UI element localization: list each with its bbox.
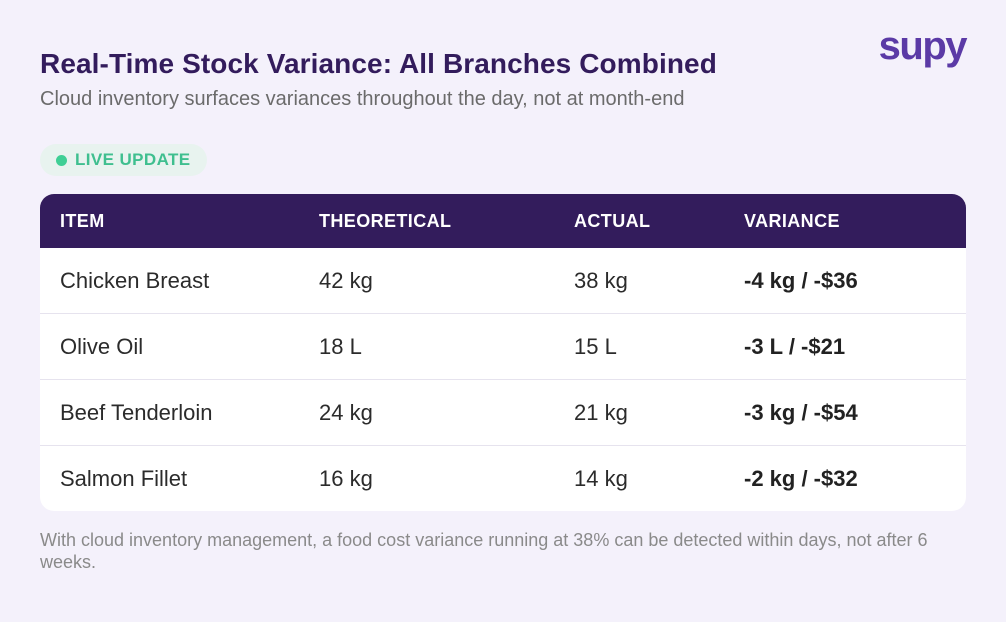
live-update-label: LIVE UPDATE	[75, 150, 191, 169]
theoretical-cell: 24 kg	[319, 399, 373, 425]
theoretical-cell: 16 kg	[319, 465, 373, 491]
footnote: With cloud inventory management, a food …	[40, 530, 928, 572]
theoretical-cell: 18 L	[319, 333, 362, 359]
item-cell: Salmon Fillet	[60, 465, 188, 491]
table-row: Olive Oil 18 L 15 L -3 L / -$21	[40, 313, 966, 379]
column-header-theoretical: THEORETICAL	[319, 210, 452, 231]
table-row: Beef Tenderloin 24 kg 21 kg -3 kg / -$54	[40, 379, 966, 445]
page-subtitle: Cloud inventory surfaces variances throu…	[40, 88, 685, 110]
table-header: ITEM THEORETICAL ACTUAL VARIANCE	[40, 194, 966, 248]
column-header-variance: VARIANCE	[744, 210, 840, 231]
column-header-item: ITEM	[60, 210, 105, 231]
actual-cell: 38 kg	[574, 267, 628, 293]
variance-cell: -4 kg / -$36	[744, 267, 858, 293]
variance-cell: -2 kg / -$32	[744, 465, 858, 491]
live-update-badge: LIVE UPDATE	[40, 144, 207, 176]
live-dot-icon	[56, 154, 67, 166]
table-row: Salmon Fillet 16 kg 14 kg -2 kg / -$32	[40, 445, 966, 511]
supy-logo: supy	[878, 24, 968, 68]
page-title: Real-Time Stock Variance: All Branches C…	[40, 48, 717, 79]
actual-cell: 21 kg	[574, 399, 628, 425]
actual-cell: 15 L	[574, 333, 617, 359]
variance-cell: -3 L / -$21	[744, 333, 846, 359]
column-header-actual: ACTUAL	[574, 210, 651, 231]
table-row: Chicken Breast 42 kg 38 kg -4 kg / -$36	[40, 248, 966, 313]
table-body: Chicken Breast 42 kg 38 kg -4 kg / -$36 …	[40, 248, 966, 511]
theoretical-cell: 42 kg	[319, 267, 373, 293]
actual-cell: 14 kg	[574, 465, 628, 491]
item-cell: Olive Oil	[60, 333, 144, 359]
item-cell: Beef Tenderloin	[60, 399, 213, 425]
variance-cell: -3 kg / -$54	[744, 399, 858, 425]
stock-variance-table: ITEM THEORETICAL ACTUAL VARIANCE Chicken…	[40, 194, 966, 511]
item-cell: Chicken Breast	[60, 267, 210, 293]
